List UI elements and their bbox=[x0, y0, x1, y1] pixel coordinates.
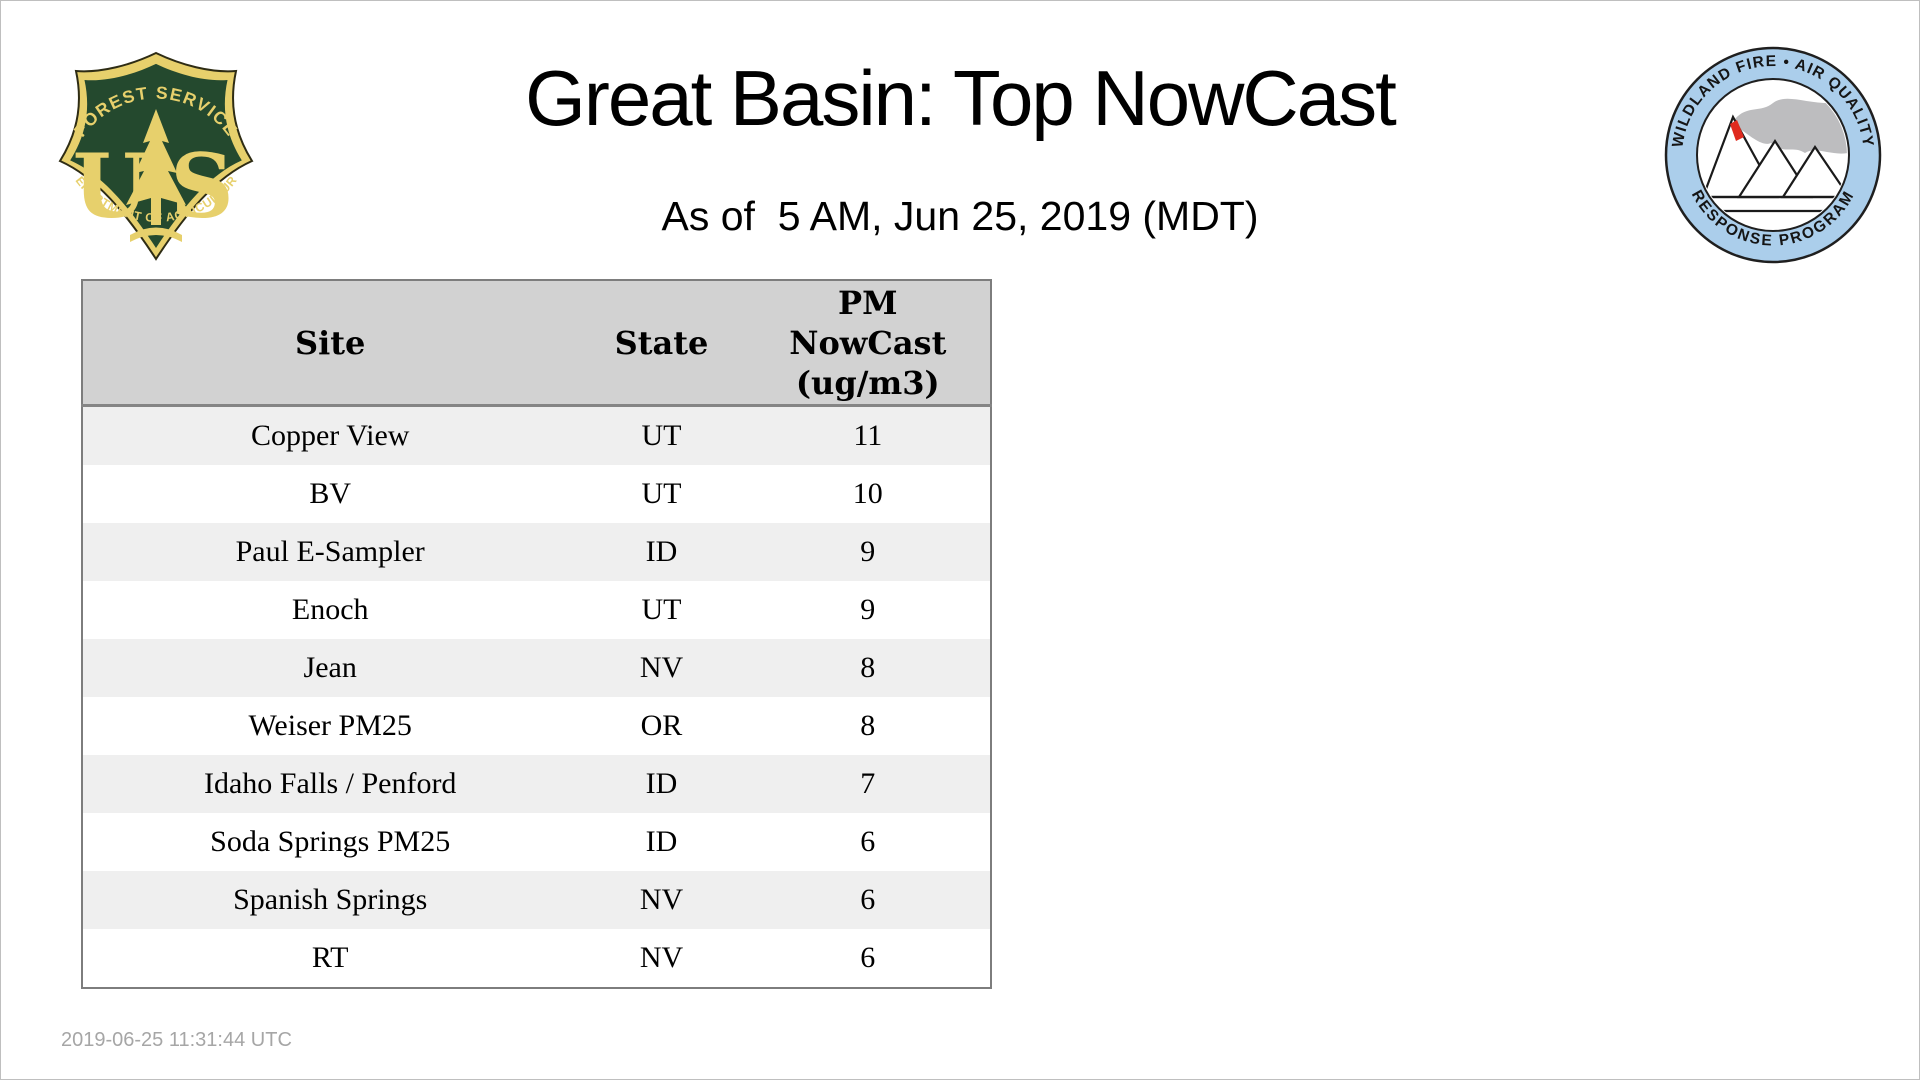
site-cell: Idaho Falls / Penford bbox=[82, 755, 578, 813]
site-cell: Soda Springs PM25 bbox=[82, 813, 578, 871]
table-row: Paul E-Sampler ID 9 bbox=[82, 523, 991, 581]
smoke-plume bbox=[1735, 98, 1847, 154]
pm-cell: 7 bbox=[745, 755, 991, 813]
state-cell: ID bbox=[577, 813, 746, 871]
table-row: BV UT 10 bbox=[82, 465, 991, 523]
site-cell: Copper View bbox=[82, 405, 578, 465]
generated-utc-timestamp: 2019-06-25 11:31:44 UTC bbox=[61, 1029, 292, 1051]
table-row: Enoch UT 9 bbox=[82, 581, 991, 639]
table-row: Idaho Falls / Penford ID 7 bbox=[82, 755, 991, 813]
table-row: Soda Springs PM25 ID 6 bbox=[82, 813, 991, 871]
pm-cell: 9 bbox=[745, 523, 991, 581]
state-cell: UT bbox=[577, 581, 746, 639]
column-header-state: State bbox=[577, 280, 746, 407]
tree-base-swoosh bbox=[130, 227, 182, 242]
column-header-pm-nowcast: PM NowCast (ug/m3) bbox=[745, 280, 991, 407]
table-row: Weiser PM25 OR 8 bbox=[82, 697, 991, 755]
table-row: Jean NV 8 bbox=[82, 639, 991, 697]
pm-cell: 9 bbox=[745, 581, 991, 639]
site-cell: BV bbox=[82, 465, 578, 523]
table-row: Copper View UT 11 bbox=[82, 405, 991, 465]
column-header-site: Site bbox=[82, 280, 578, 407]
site-cell: Weiser PM25 bbox=[82, 697, 578, 755]
pine-tree-icon bbox=[126, 109, 186, 225]
state-cell: OR bbox=[577, 697, 746, 755]
state-cell: UT bbox=[577, 405, 746, 465]
flame-mark bbox=[1730, 120, 1744, 141]
table-header-row: Site State PM NowCast (ug/m3) bbox=[82, 280, 991, 407]
site-cell: Paul E-Sampler bbox=[82, 523, 578, 581]
pm-cell: 8 bbox=[745, 639, 991, 697]
state-cell: ID bbox=[577, 755, 746, 813]
pm-cell: 6 bbox=[745, 871, 991, 929]
state-cell: NV bbox=[577, 929, 746, 988]
site-cell: Spanish Springs bbox=[82, 871, 578, 929]
site-cell: Jean bbox=[82, 639, 578, 697]
page-title: Great Basin: Top NowCast bbox=[525, 54, 1397, 142]
as-of-subtitle: As of 5 AM, Jun 25, 2019 (MDT) bbox=[661, 193, 1259, 239]
forest-service-logo: FOREST SERVICE U S DEPARTMENT OF AGRICUL… bbox=[56, 47, 254, 261]
pm-cell: 8 bbox=[745, 697, 991, 755]
state-cell: UT bbox=[577, 465, 746, 523]
site-cell: Enoch bbox=[82, 581, 578, 639]
pm-cell: 6 bbox=[745, 813, 991, 871]
table-row: Spanish Springs NV 6 bbox=[82, 871, 991, 929]
state-cell: NV bbox=[577, 639, 746, 697]
pm-cell: 10 bbox=[745, 465, 991, 523]
state-cell: NV bbox=[577, 871, 746, 929]
pm-cell: 11 bbox=[745, 405, 991, 465]
nowcast-table: Site State PM NowCast (ug/m3) Copper Vie… bbox=[81, 279, 992, 989]
wfaqrp-logo: WILDLAND FIRE • AIR QUALITY RESPONSE PRO… bbox=[1664, 46, 1882, 264]
site-cell: RT bbox=[82, 929, 578, 988]
pm-cell: 6 bbox=[745, 929, 991, 988]
table-row: RT NV 6 bbox=[82, 929, 991, 988]
state-cell: ID bbox=[577, 523, 746, 581]
monogram-s: S bbox=[170, 134, 234, 238]
